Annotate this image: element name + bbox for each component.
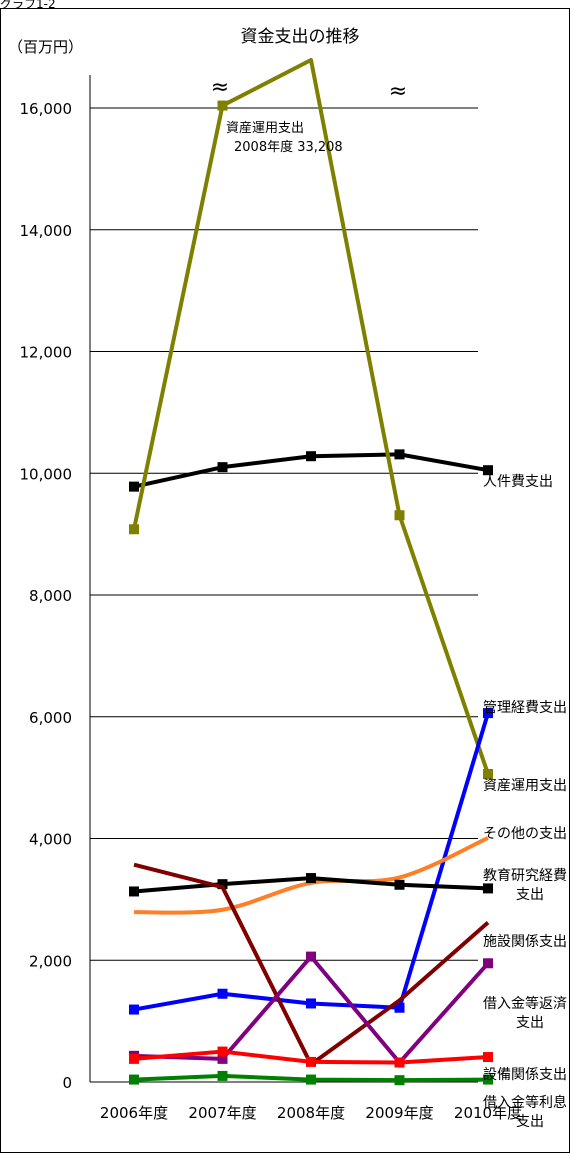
- series-label: 人件費支出: [483, 474, 553, 490]
- data-point: [483, 465, 493, 476]
- data-point: [129, 524, 139, 535]
- data-point: [217, 1053, 228, 1064]
- data-point: [394, 1057, 405, 1068]
- data-point: [483, 768, 493, 779]
- data-point: [129, 481, 139, 492]
- chart-frame: [0, 8, 570, 1153]
- y-tick-label: 8,000: [29, 587, 72, 605]
- data-point: [306, 451, 316, 462]
- series-label: 施設関係支出: [483, 934, 567, 950]
- data-point: [483, 1074, 493, 1085]
- y-tick-label: 4,000: [29, 831, 72, 849]
- grid-layer: [90, 107, 478, 1083]
- data-point: [217, 879, 228, 890]
- annotation-label: 2008年度 33,208: [234, 139, 343, 155]
- data-point: [306, 951, 316, 962]
- annotation-label: 資産運用支出: [226, 120, 304, 136]
- chart-title: 資金支出の推移: [241, 27, 360, 47]
- data-point: [129, 1053, 139, 1064]
- series-line: [133, 954, 490, 1065]
- x-tick-label: 2008年度: [277, 1104, 345, 1122]
- series-label: その他の支出: [483, 826, 567, 842]
- series-label: 資産運用支出: [483, 778, 567, 794]
- data-point: [483, 958, 493, 969]
- series-layer: [129, 58, 493, 1086]
- data-point: [129, 1004, 139, 1015]
- series-line: [132, 58, 490, 775]
- series-label: 借入金等利息: [483, 1094, 567, 1111]
- data-point: [217, 988, 228, 999]
- data-point: [394, 879, 405, 890]
- header-label: グラフ1-2: [0, 0, 56, 11]
- data-point: [483, 883, 493, 894]
- y-tick-label: 6,000: [29, 709, 72, 727]
- series-label: 借入金等返済: [483, 995, 567, 1012]
- y-tick-label: 2,000: [29, 952, 72, 970]
- y-tick-label: 10,000: [20, 465, 73, 483]
- series-label: 設備関係支出: [483, 1067, 567, 1083]
- x-tick-label: 2006年度: [100, 1104, 168, 1122]
- axis-break-mark: ≈: [389, 79, 407, 104]
- data-point: [394, 1075, 405, 1086]
- data-point: [217, 1046, 228, 1057]
- x-tick-label: 2010年度: [454, 1104, 522, 1122]
- data-point: [394, 449, 405, 460]
- data-point: [306, 1056, 316, 1067]
- data-point: [306, 998, 316, 1009]
- data-point: [306, 1074, 316, 1085]
- y-tick-label: 14,000: [20, 222, 73, 240]
- series-label: 管理経費支出: [483, 700, 567, 716]
- y-tick-label: 12,000: [20, 344, 73, 362]
- axis-break-mark: ≈: [211, 75, 229, 100]
- y-tick-label: 16,000: [20, 100, 73, 118]
- data-point: [483, 1052, 493, 1063]
- series-label: 支出: [516, 1015, 544, 1031]
- data-point: [217, 100, 228, 111]
- data-point: [129, 886, 139, 897]
- data-point: [483, 708, 493, 719]
- data-point: [394, 1002, 405, 1013]
- series-label: 教育研究経費: [483, 868, 567, 884]
- series-label: 支出: [516, 1114, 544, 1130]
- axis-layer: 0 2,000 4,000 6,000 8,000 10,000 12,000 14,000 1…: [20, 75, 522, 1122]
- data-point: [394, 510, 405, 521]
- series-label: 支出: [516, 887, 544, 903]
- data-point: [217, 462, 228, 473]
- x-tick-label: 2009年度: [365, 1104, 433, 1122]
- series-line: [133, 712, 490, 1012]
- y-tick-label: 0: [62, 1074, 72, 1092]
- data-point: [306, 873, 316, 884]
- x-tick-label: 2007年度: [188, 1104, 256, 1122]
- data-point: [129, 1074, 139, 1085]
- data-point: [217, 1070, 228, 1081]
- y-unit-label: （百万円）: [8, 38, 83, 56]
